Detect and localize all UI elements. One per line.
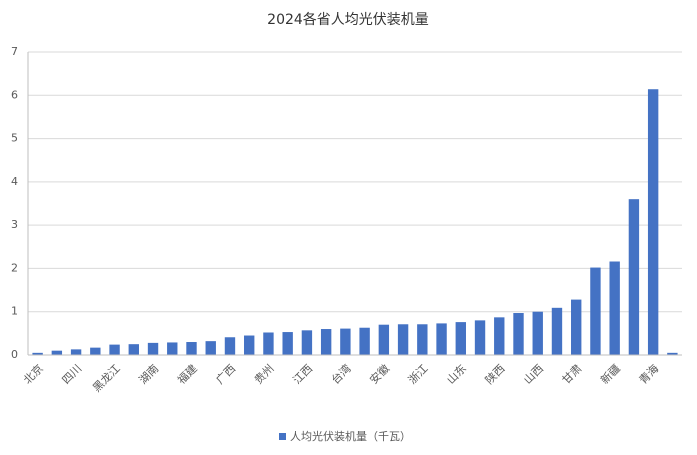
bar bbox=[494, 317, 505, 355]
bar bbox=[90, 347, 101, 355]
bar bbox=[513, 313, 524, 355]
bar bbox=[667, 352, 678, 355]
bar bbox=[263, 332, 274, 355]
bar bbox=[167, 342, 178, 355]
bar bbox=[224, 337, 236, 355]
bar bbox=[320, 329, 332, 355]
bar bbox=[532, 311, 543, 355]
bar bbox=[301, 330, 313, 355]
legend-label: 人均光伏装机量（千瓦） bbox=[290, 429, 411, 443]
y-tick-label: 7 bbox=[11, 45, 18, 58]
chart-title: 2024各省人均光伏装机量 bbox=[267, 12, 429, 28]
bar bbox=[647, 89, 659, 356]
y-tick-label: 1 bbox=[11, 305, 18, 318]
bar bbox=[205, 341, 216, 355]
bar bbox=[186, 342, 197, 355]
bar bbox=[474, 320, 486, 355]
y-tick-label: 3 bbox=[11, 218, 18, 231]
bar bbox=[128, 344, 139, 355]
bar bbox=[571, 299, 582, 355]
bar bbox=[244, 335, 255, 355]
bar bbox=[455, 322, 466, 355]
y-tick-label: 5 bbox=[11, 132, 18, 145]
bar bbox=[590, 267, 601, 355]
bar bbox=[628, 199, 640, 355]
bar bbox=[609, 261, 620, 355]
bar bbox=[551, 307, 563, 355]
bar bbox=[32, 352, 43, 355]
bar bbox=[51, 350, 63, 355]
bar bbox=[417, 324, 428, 355]
y-tick-label: 4 bbox=[11, 175, 18, 188]
y-tick-label: 0 bbox=[11, 348, 18, 361]
bar bbox=[397, 324, 409, 355]
y-tick-label: 6 bbox=[11, 88, 18, 101]
legend-swatch bbox=[279, 433, 286, 440]
bar bbox=[340, 328, 351, 355]
bar bbox=[70, 349, 82, 355]
bar bbox=[282, 332, 293, 355]
bar bbox=[109, 344, 120, 355]
bar bbox=[147, 342, 159, 355]
bar bbox=[359, 327, 370, 355]
bar bbox=[378, 324, 390, 355]
y-tick-label: 2 bbox=[11, 261, 18, 274]
bar bbox=[436, 323, 447, 355]
